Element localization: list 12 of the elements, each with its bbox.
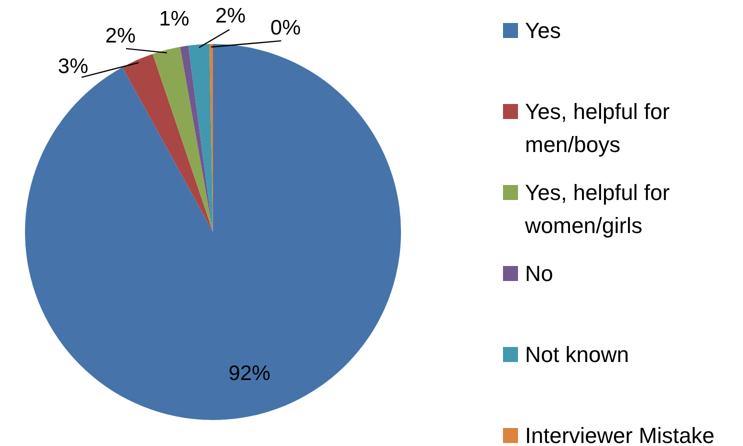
data-label: 3% xyxy=(58,55,88,78)
legend-label: Yes, helpful for men/boys xyxy=(525,98,671,159)
data-label: 1% xyxy=(158,7,190,30)
data-label: 92% xyxy=(228,362,270,385)
data-label: 2% xyxy=(215,4,246,28)
data-label: 0% xyxy=(270,16,301,40)
legend-label: Yes xyxy=(525,17,561,45)
legend-label: Interviewer Mistake xyxy=(525,422,715,446)
legend-label: No xyxy=(525,260,554,288)
data-label: 2% xyxy=(105,24,136,48)
legend-label: Yes, helpful for women/girls xyxy=(525,179,671,240)
legend-label: Not known xyxy=(525,341,629,369)
